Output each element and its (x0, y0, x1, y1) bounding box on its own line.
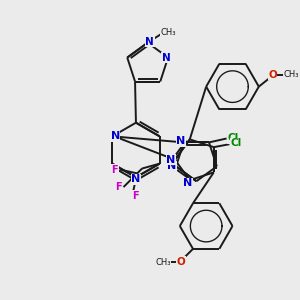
Text: O: O (177, 256, 186, 266)
Text: O: O (268, 70, 277, 80)
Text: F: F (132, 191, 139, 201)
Text: Cl: Cl (231, 138, 242, 148)
Text: N: N (176, 136, 185, 146)
Text: F: F (115, 182, 122, 192)
Text: CH₃: CH₃ (283, 70, 299, 80)
Text: F: F (111, 164, 118, 175)
Text: N: N (162, 52, 170, 63)
Text: Cl: Cl (228, 134, 239, 143)
Text: N: N (167, 161, 177, 171)
Text: CH₃: CH₃ (155, 258, 170, 267)
Text: N: N (111, 131, 120, 141)
Text: N: N (183, 178, 193, 188)
Text: N: N (167, 155, 176, 165)
Text: N: N (131, 174, 141, 184)
Text: CH₃: CH₃ (160, 28, 176, 37)
Text: N: N (145, 37, 154, 47)
